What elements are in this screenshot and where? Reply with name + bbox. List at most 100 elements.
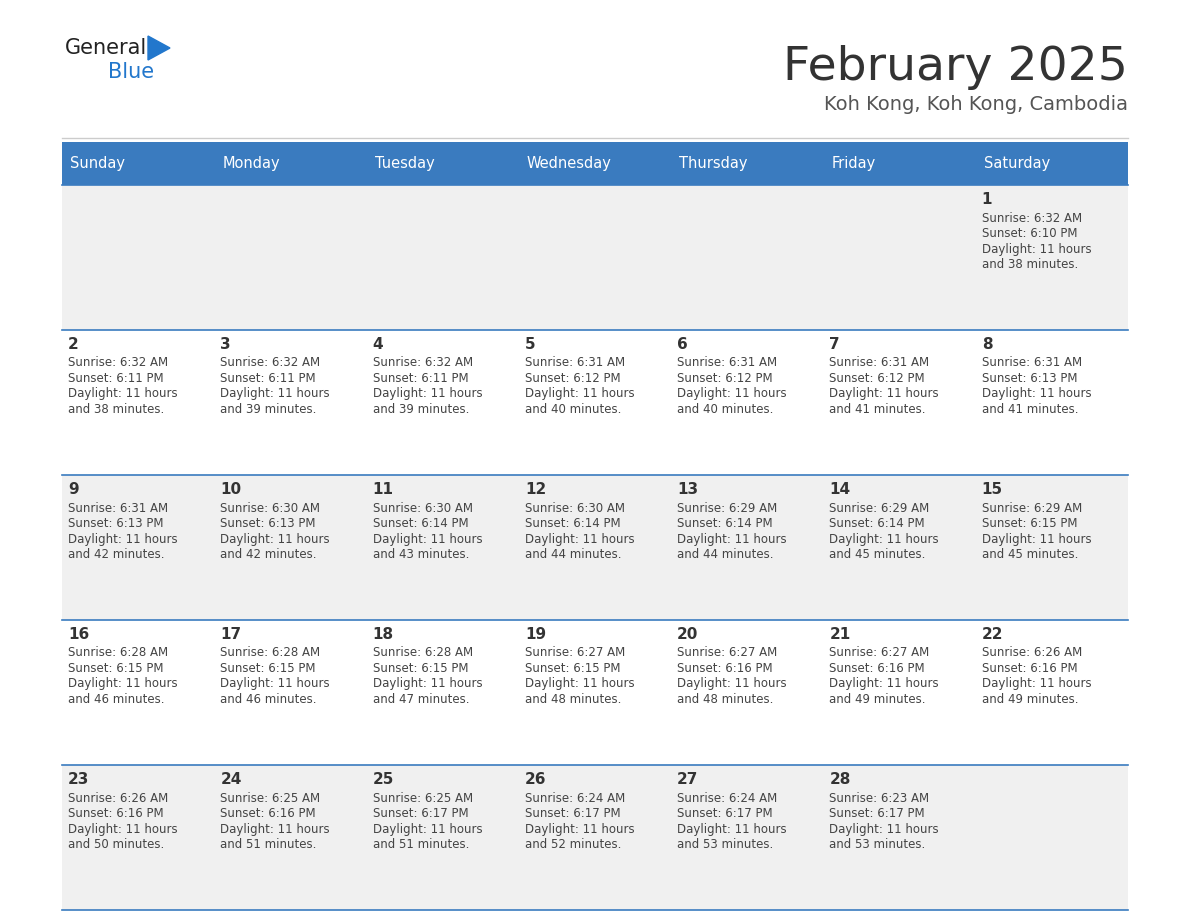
Text: Sunrise: 6:32 AM: Sunrise: 6:32 AM [981, 211, 1082, 225]
Text: Daylight: 11 hours: Daylight: 11 hours [525, 677, 634, 690]
Text: Daylight: 11 hours: Daylight: 11 hours [220, 532, 330, 545]
Text: Daylight: 11 hours: Daylight: 11 hours [677, 677, 786, 690]
Text: Sunrise: 6:25 AM: Sunrise: 6:25 AM [220, 791, 321, 804]
Text: Sunrise: 6:27 AM: Sunrise: 6:27 AM [677, 646, 777, 659]
Bar [823, 475, 975, 620]
Text: Tuesday: Tuesday [374, 156, 435, 171]
Text: and 46 minutes.: and 46 minutes. [220, 693, 317, 706]
Text: and 53 minutes.: and 53 minutes. [829, 838, 925, 851]
Text: 7: 7 [829, 337, 840, 352]
Text: Thursday: Thursday [680, 156, 747, 171]
Bar [519, 142, 671, 185]
Text: Daylight: 11 hours: Daylight: 11 hours [525, 532, 634, 545]
Text: Wednesday: Wednesday [526, 156, 612, 171]
Text: and 43 minutes.: and 43 minutes. [373, 548, 469, 561]
Text: Daylight: 11 hours: Daylight: 11 hours [373, 677, 482, 690]
Bar [214, 142, 367, 185]
Bar [519, 330, 671, 475]
Bar [519, 765, 671, 910]
Text: Daylight: 11 hours: Daylight: 11 hours [220, 387, 330, 400]
Text: Sunrise: 6:29 AM: Sunrise: 6:29 AM [981, 501, 1082, 514]
Text: Sunrise: 6:23 AM: Sunrise: 6:23 AM [829, 791, 929, 804]
Text: and 44 minutes.: and 44 minutes. [677, 548, 773, 561]
Text: 11: 11 [373, 482, 393, 497]
Text: Sunset: 6:14 PM: Sunset: 6:14 PM [677, 517, 772, 530]
Text: Sunrise: 6:28 AM: Sunrise: 6:28 AM [373, 646, 473, 659]
Bar [62, 475, 214, 620]
Text: Monday: Monday [222, 156, 280, 171]
Text: Daylight: 11 hours: Daylight: 11 hours [220, 677, 330, 690]
Text: Sunset: 6:13 PM: Sunset: 6:13 PM [220, 517, 316, 530]
Text: Daylight: 11 hours: Daylight: 11 hours [373, 823, 482, 835]
Text: General: General [65, 38, 147, 58]
Text: Sunset: 6:16 PM: Sunset: 6:16 PM [829, 662, 925, 675]
Text: 10: 10 [220, 482, 241, 497]
Text: Sunrise: 6:29 AM: Sunrise: 6:29 AM [829, 501, 930, 514]
Text: 17: 17 [220, 627, 241, 642]
Text: Sunrise: 6:28 AM: Sunrise: 6:28 AM [68, 646, 169, 659]
Text: and 47 minutes.: and 47 minutes. [373, 693, 469, 706]
Text: Daylight: 11 hours: Daylight: 11 hours [68, 532, 178, 545]
Text: Sunrise: 6:30 AM: Sunrise: 6:30 AM [220, 501, 321, 514]
Text: Daylight: 11 hours: Daylight: 11 hours [677, 532, 786, 545]
Text: and 42 minutes.: and 42 minutes. [68, 548, 164, 561]
Text: Daylight: 11 hours: Daylight: 11 hours [981, 242, 1092, 255]
Text: Sunset: 6:17 PM: Sunset: 6:17 PM [677, 807, 772, 820]
Text: Saturday: Saturday [984, 156, 1050, 171]
Text: Koh Kong, Koh Kong, Cambodia: Koh Kong, Koh Kong, Cambodia [824, 95, 1127, 114]
Text: Daylight: 11 hours: Daylight: 11 hours [220, 823, 330, 835]
Text: Daylight: 11 hours: Daylight: 11 hours [981, 532, 1092, 545]
Text: 19: 19 [525, 627, 546, 642]
Bar [671, 142, 823, 185]
Text: and 39 minutes.: and 39 minutes. [220, 403, 317, 416]
Text: Sunset: 6:15 PM: Sunset: 6:15 PM [373, 662, 468, 675]
Text: Sunset: 6:12 PM: Sunset: 6:12 PM [525, 372, 620, 385]
Text: Sunset: 6:16 PM: Sunset: 6:16 PM [68, 807, 164, 820]
Text: Sunset: 6:14 PM: Sunset: 6:14 PM [373, 517, 468, 530]
Text: 15: 15 [981, 482, 1003, 497]
Bar [671, 330, 823, 475]
Text: Sunrise: 6:25 AM: Sunrise: 6:25 AM [373, 791, 473, 804]
Text: Sunset: 6:15 PM: Sunset: 6:15 PM [981, 517, 1078, 530]
Bar [823, 765, 975, 910]
Bar [671, 475, 823, 620]
Bar [823, 330, 975, 475]
Text: Daylight: 11 hours: Daylight: 11 hours [677, 823, 786, 835]
Text: Sunset: 6:17 PM: Sunset: 6:17 PM [829, 807, 925, 820]
Bar [367, 142, 519, 185]
Bar [671, 185, 823, 330]
Text: Daylight: 11 hours: Daylight: 11 hours [981, 387, 1092, 400]
Text: Sunrise: 6:31 AM: Sunrise: 6:31 AM [981, 356, 1082, 370]
Text: Sunset: 6:15 PM: Sunset: 6:15 PM [525, 662, 620, 675]
Text: Sunrise: 6:30 AM: Sunrise: 6:30 AM [525, 501, 625, 514]
Text: 1: 1 [981, 192, 992, 207]
Text: Sunrise: 6:31 AM: Sunrise: 6:31 AM [68, 501, 169, 514]
Text: Daylight: 11 hours: Daylight: 11 hours [829, 532, 939, 545]
Text: and 51 minutes.: and 51 minutes. [220, 838, 317, 851]
Text: Daylight: 11 hours: Daylight: 11 hours [677, 387, 786, 400]
Text: Sunrise: 6:31 AM: Sunrise: 6:31 AM [525, 356, 625, 370]
Bar [975, 185, 1127, 330]
Text: Sunrise: 6:31 AM: Sunrise: 6:31 AM [677, 356, 777, 370]
Bar [214, 185, 367, 330]
Text: Sunset: 6:15 PM: Sunset: 6:15 PM [220, 662, 316, 675]
Text: and 42 minutes.: and 42 minutes. [220, 548, 317, 561]
Text: Sunrise: 6:29 AM: Sunrise: 6:29 AM [677, 501, 777, 514]
Text: and 39 minutes.: and 39 minutes. [373, 403, 469, 416]
Text: and 49 minutes.: and 49 minutes. [829, 693, 925, 706]
Text: 12: 12 [525, 482, 546, 497]
Text: Blue: Blue [108, 62, 154, 82]
Text: and 38 minutes.: and 38 minutes. [68, 403, 164, 416]
Text: and 46 minutes.: and 46 minutes. [68, 693, 164, 706]
Text: 28: 28 [829, 772, 851, 787]
Bar [62, 185, 214, 330]
Text: Sunrise: 6:32 AM: Sunrise: 6:32 AM [220, 356, 321, 370]
Text: 26: 26 [525, 772, 546, 787]
Text: Daylight: 11 hours: Daylight: 11 hours [525, 823, 634, 835]
Bar [975, 620, 1127, 765]
Text: and 48 minutes.: and 48 minutes. [525, 693, 621, 706]
Bar [367, 475, 519, 620]
Text: Daylight: 11 hours: Daylight: 11 hours [68, 677, 178, 690]
Text: Sunset: 6:16 PM: Sunset: 6:16 PM [981, 662, 1078, 675]
Bar [214, 620, 367, 765]
